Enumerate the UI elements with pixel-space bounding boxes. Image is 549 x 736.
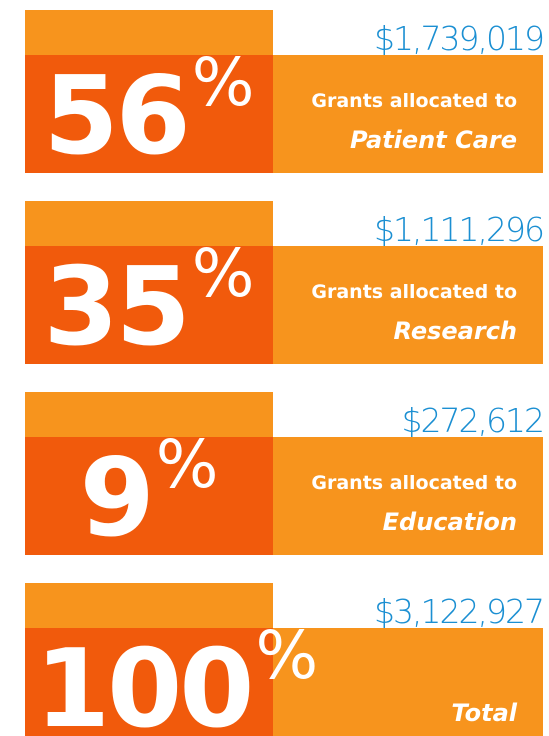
percent-sign: % — [192, 44, 255, 121]
amount: $1,739,019 — [374, 19, 543, 58]
percent-number: 9 — [80, 436, 152, 561]
label-panel — [273, 246, 543, 364]
stat-block: $272,612 9% Grants allocated to Education — [25, 392, 545, 561]
category: Education — [383, 508, 517, 536]
category: Research — [394, 317, 517, 345]
top-band — [25, 392, 273, 437]
top-band — [25, 201, 273, 246]
stat-block: $1,739,019 56% Grants allocated to Patient … — [25, 10, 545, 179]
percent-panel — [25, 628, 273, 736]
percent-number: 100 — [35, 627, 251, 736]
percent-sign: % — [192, 235, 255, 312]
top-band — [25, 583, 273, 628]
percent-panel — [25, 437, 273, 555]
label-panel — [273, 55, 543, 173]
percent-number: 35 — [43, 245, 187, 370]
label-panel — [273, 437, 543, 555]
label-panel — [273, 628, 543, 736]
top-band — [25, 10, 273, 55]
amount: $3,122,927 — [374, 592, 543, 631]
stat-block: $3,122,927 100 % Total — [25, 583, 545, 736]
caption: Grants allocated to — [311, 281, 517, 303]
percent-sign: % — [255, 617, 318, 694]
percent-panel — [25, 55, 273, 173]
category: Total — [451, 699, 517, 727]
caption: Grants allocated to — [311, 90, 517, 112]
stat-block: $1,111,296 35% Grants allocated to Research — [25, 201, 545, 370]
percent-number: 56 — [43, 54, 187, 179]
category: Patient Care — [350, 126, 517, 154]
amount: $1,111,296 — [374, 210, 543, 249]
amount: $272,612 — [402, 401, 543, 440]
percent-panel — [25, 246, 273, 364]
percent-sign: % — [156, 426, 219, 503]
caption: Grants allocated to — [311, 472, 517, 494]
